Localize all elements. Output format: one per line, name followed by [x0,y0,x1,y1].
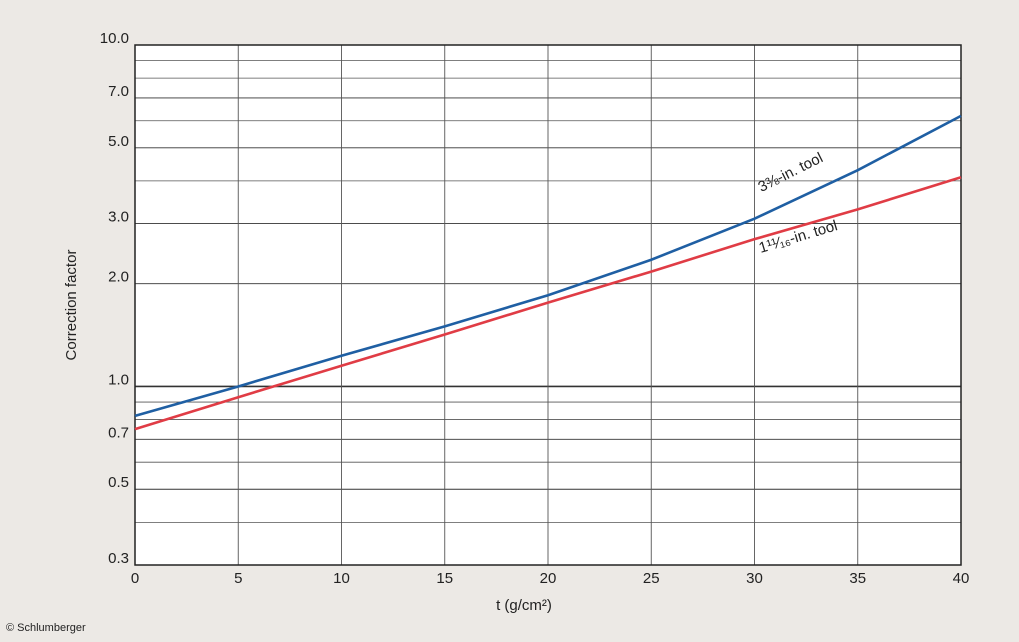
y-tick-label: 2.0 [108,269,129,286]
series-line [134,175,962,431]
series-line [134,114,962,418]
x-tick-label: 15 [436,570,453,587]
y-tick-label: 0.5 [108,474,129,491]
x-tick-label: 30 [746,570,763,587]
plot-frame [134,44,962,566]
y-tick-label: 1.0 [108,371,129,388]
y-tick-label: 0.3 [108,550,129,567]
x-tick-label: 10 [333,570,350,587]
x-tick-label: 25 [643,570,660,587]
x-tick-label: 35 [849,570,866,587]
x-tick-label: 40 [953,570,970,587]
y-tick-label: 0.7 [108,424,129,441]
x-tick-label: 20 [540,570,557,587]
x-tick-label: 5 [234,570,242,587]
credit: © Schlumberger [6,622,86,634]
x-axis-label: t (g/cm²) [496,597,552,614]
x-tick-label: 0 [131,570,139,587]
y-tick-label: 3.0 [108,209,129,226]
y-tick-label: 7.0 [108,83,129,100]
y-tick-label: 5.0 [108,133,129,150]
y-axis-label: Correction factor [63,250,80,361]
y-tick-label: 10.0 [100,30,129,47]
